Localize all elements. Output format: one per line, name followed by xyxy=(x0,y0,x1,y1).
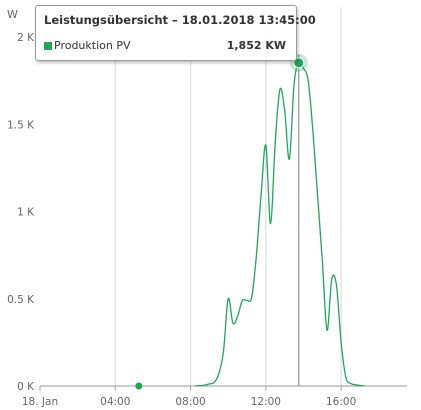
y-tick-label: 2 K xyxy=(17,32,35,44)
y-tick-label: 1.5 K xyxy=(7,119,35,131)
data-points xyxy=(135,53,308,390)
highlight-point xyxy=(293,57,305,69)
isolated-data-point xyxy=(135,382,143,390)
tooltip-series-name: Produktion PV xyxy=(54,39,131,52)
tooltip: Leistungsübersicht – 18.01.2018 13:45:00… xyxy=(35,5,316,61)
x-axis-ticks: 18. Jan 04:00 08:00 12:00 16:00 xyxy=(22,386,356,408)
x-tick-label: 18. Jan xyxy=(22,396,58,408)
tooltip-row: Produktion PV 1,852 KW xyxy=(44,39,286,53)
series-color-swatch xyxy=(44,42,52,50)
x-tick-label: 16:00 xyxy=(326,396,356,408)
x-tick-label: 04:00 xyxy=(100,396,130,408)
tooltip-title: Leistungsübersicht – 18.01.2018 13:45:00 xyxy=(44,13,316,27)
y-tick-label: 0.5 K xyxy=(7,294,35,306)
y-axis-title: W xyxy=(7,8,18,21)
y-tick-label: 1 K xyxy=(17,207,35,219)
y-tick-label: 0 K xyxy=(17,381,35,393)
grid-lines xyxy=(114,7,342,386)
x-tick-label: 08:00 xyxy=(175,396,205,408)
y-axis-ticks: 0 K 0.5 K 1 K 1.5 K 2 K xyxy=(7,32,35,393)
series-line-produktion-pv[interactable] xyxy=(195,61,365,387)
tooltip-value: 1,852 KW xyxy=(226,39,286,52)
x-tick-label: 12:00 xyxy=(251,396,281,408)
